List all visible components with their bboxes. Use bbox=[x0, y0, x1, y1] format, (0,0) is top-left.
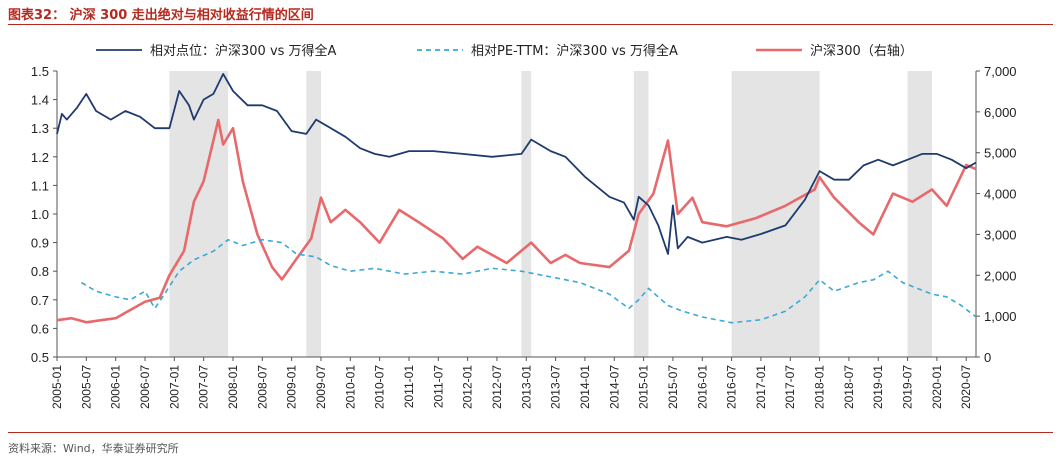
right-tick-label: 6,000 bbox=[984, 105, 1017, 120]
right-tick-label: 1,000 bbox=[984, 309, 1017, 324]
x-tick-label: 2008-07 bbox=[255, 365, 269, 409]
x-tick-label: 2018-07 bbox=[842, 365, 856, 409]
legend-label: 沪深300（右轴） bbox=[810, 43, 913, 59]
series-lines bbox=[56, 73, 977, 324]
shaded-period bbox=[306, 71, 321, 357]
x-tick-label: 2011-07 bbox=[431, 365, 445, 408]
x-tick-label: 2013-01 bbox=[519, 365, 533, 409]
x-tick-label: 2016-01 bbox=[695, 365, 709, 409]
x-tick-label: 2007-07 bbox=[197, 365, 211, 409]
right-tick-label: 3,000 bbox=[984, 227, 1017, 242]
x-tick-label: 2012-07 bbox=[490, 365, 504, 409]
shaded-periods bbox=[169, 71, 933, 357]
x-tick-label: 2014-07 bbox=[607, 365, 621, 409]
left-tick-label: 0.8 bbox=[31, 264, 49, 279]
x-tick-label: 2008-01 bbox=[226, 365, 240, 409]
source-rule bbox=[8, 432, 1053, 433]
left-tick-label: 1.2 bbox=[31, 150, 49, 165]
x-tick-label: 2011-01 bbox=[402, 365, 416, 408]
x-tick-label: 2009-07 bbox=[314, 365, 328, 409]
x-tick-label: 2019-01 bbox=[871, 365, 885, 409]
left-tick-label: 1.4 bbox=[31, 93, 49, 108]
x-tick-label: 2016-07 bbox=[725, 365, 739, 409]
x-tick-label: 2020-07 bbox=[959, 365, 973, 409]
x-tick-label: 2010-07 bbox=[373, 365, 387, 409]
title-rule bbox=[8, 24, 1053, 25]
right-tick-label: 2,000 bbox=[984, 268, 1017, 283]
shaded-period bbox=[731, 71, 820, 357]
shaded-period bbox=[907, 71, 933, 357]
right-tick-label: 7,000 bbox=[984, 64, 1017, 79]
x-tick-label: 2006-01 bbox=[109, 365, 123, 409]
left-tick-label: 0.6 bbox=[31, 321, 49, 336]
left-tick-label: 0.7 bbox=[31, 293, 49, 308]
series-line bbox=[56, 73, 977, 255]
x-tick-label: 2010-01 bbox=[343, 365, 357, 409]
source-note: 资料来源：Wind，华泰证券研究所 bbox=[8, 442, 179, 455]
x-tick-label: 2019-07 bbox=[901, 365, 915, 409]
x-tick-label: 2014-01 bbox=[578, 365, 592, 409]
right-tick-label: 4,000 bbox=[984, 187, 1017, 202]
legend-label: 相对点位：沪深300 vs 万得全A bbox=[150, 43, 337, 59]
x-tick-label: 2005-01 bbox=[50, 365, 64, 409]
left-tick-label: 1.0 bbox=[31, 207, 49, 222]
right-tick-label: 0 bbox=[984, 350, 991, 365]
shaded-period bbox=[169, 71, 229, 357]
x-tick-label: 2009-01 bbox=[285, 365, 299, 409]
x-tick-label: 2006-07 bbox=[138, 365, 152, 409]
x-tick-label: 2015-01 bbox=[637, 365, 651, 409]
left-tick-label: 0.5 bbox=[31, 350, 49, 365]
left-tick-label: 1.5 bbox=[31, 64, 49, 79]
figure-title: 图表32： 沪深 300 走出绝对与相对收益行情的区间 bbox=[8, 8, 314, 23]
legend-label: 相对PE-TTM：沪深300 vs 万得全A bbox=[471, 43, 678, 59]
left-tick-label: 0.9 bbox=[31, 236, 49, 251]
x-tick-label: 2018-01 bbox=[813, 365, 827, 409]
x-tick-label: 2017-07 bbox=[783, 365, 797, 409]
series-line bbox=[56, 118, 977, 324]
right-tick-label: 5,000 bbox=[984, 146, 1017, 161]
left-tick-label: 1.1 bbox=[31, 178, 49, 193]
x-tick-label: 2017-01 bbox=[754, 365, 768, 409]
x-tick-label: 2020-01 bbox=[930, 365, 944, 409]
shaded-period bbox=[633, 71, 649, 357]
x-tick-label: 2013-07 bbox=[549, 365, 563, 409]
x-tick-label: 2007-01 bbox=[167, 365, 181, 409]
x-tick-label: 2012-01 bbox=[461, 365, 475, 409]
x-tick-label: 2005-07 bbox=[79, 365, 93, 409]
left-tick-label: 1.3 bbox=[31, 121, 49, 136]
x-tick-label: 2015-07 bbox=[666, 365, 680, 409]
chart-axes: 1.5 1.4 1.3 1.2 1.1 1.0 0.9 0.8 0.7 0.6 0.5 7,000 6,… bbox=[31, 64, 1017, 409]
shaded-period bbox=[521, 71, 532, 357]
legend: 相对点位：沪深300 vs 万得全A 相对PE-TTM：沪深300 vs 万得全A… bbox=[96, 43, 913, 59]
